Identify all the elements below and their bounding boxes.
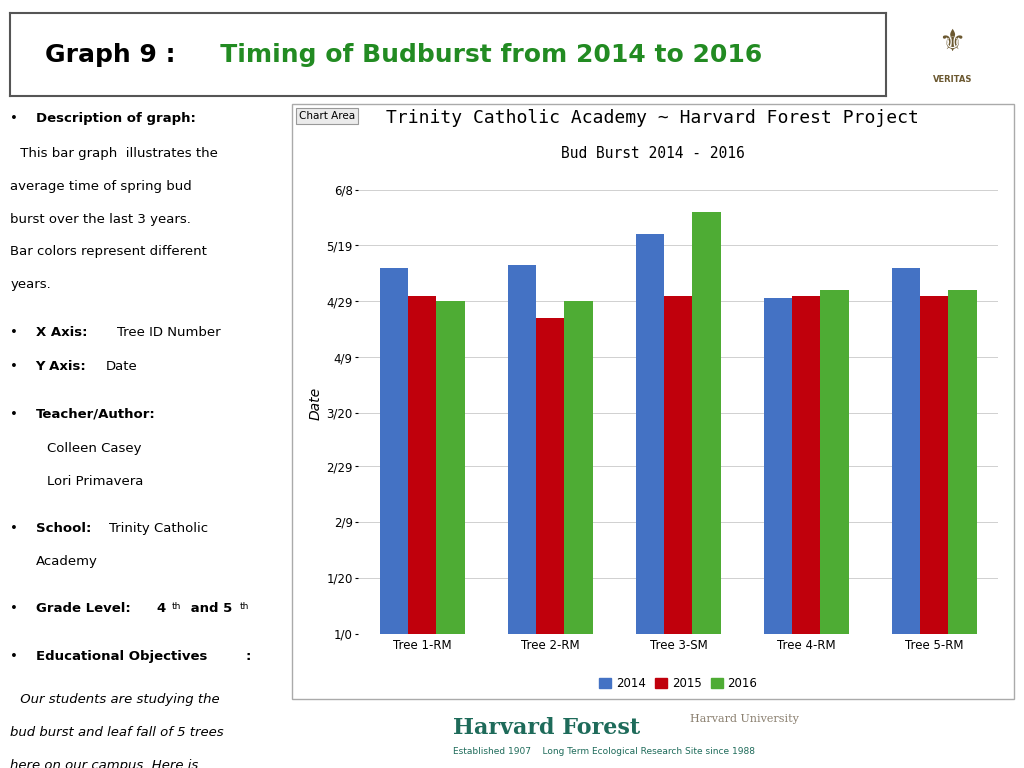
Bar — [764, 299, 793, 634]
Bar — [921, 296, 948, 634]
Text: •: • — [10, 408, 18, 421]
Text: :: : — [246, 650, 251, 663]
Text: Academy: Academy — [36, 555, 97, 568]
Text: Teacher/Author:: Teacher/Author: — [36, 408, 156, 421]
Text: here on our campus. Here is: here on our campus. Here is — [10, 759, 199, 768]
Bar — [665, 296, 692, 634]
Bar — [508, 265, 537, 634]
Text: Harvard Forest: Harvard Forest — [454, 717, 640, 740]
Text: Description of graph:: Description of graph: — [36, 112, 196, 125]
Text: Bud Burst 2014 - 2016: Bud Burst 2014 - 2016 — [561, 146, 744, 161]
Text: Grade Level:: Grade Level: — [36, 602, 135, 615]
Bar — [409, 296, 436, 634]
Text: 4: 4 — [157, 602, 166, 615]
Text: X Axis:: X Axis: — [36, 326, 96, 339]
Text: Harvard University: Harvard University — [690, 714, 799, 724]
Text: Date: Date — [106, 360, 138, 373]
Bar — [793, 296, 820, 634]
Text: Tree ID Number: Tree ID Number — [117, 326, 221, 339]
Text: ⚜: ⚜ — [939, 28, 966, 57]
Text: th: th — [172, 602, 181, 611]
Text: VERITAS: VERITAS — [933, 75, 972, 84]
Bar — [564, 301, 593, 634]
Text: •: • — [10, 326, 18, 339]
Bar — [948, 290, 977, 634]
Text: Trinity Catholic Academy ~ Harvard Forest Project: Trinity Catholic Academy ~ Harvard Fores… — [386, 109, 920, 127]
Text: Bar colors represent different: Bar colors represent different — [10, 246, 207, 259]
Text: Graph 9 :: Graph 9 : — [45, 42, 176, 67]
Text: Educational Objectives: Educational Objectives — [36, 650, 207, 663]
Text: th: th — [240, 602, 249, 611]
Text: Chart Area: Chart Area — [299, 111, 355, 121]
Y-axis label: Date: Date — [308, 386, 323, 420]
Bar — [537, 318, 564, 634]
Text: Y Axis:: Y Axis: — [36, 360, 95, 373]
Text: •: • — [10, 360, 18, 373]
Text: bud burst and leaf fall of 5 trees: bud burst and leaf fall of 5 trees — [10, 727, 224, 740]
Text: Timing of Budburst from 2014 to 2016: Timing of Budburst from 2014 to 2016 — [195, 42, 762, 67]
Bar — [692, 212, 721, 634]
Bar — [892, 268, 921, 634]
Bar — [380, 268, 409, 634]
Text: Established 1907    Long Term Ecological Research Site since 1988: Established 1907 Long Term Ecological Re… — [454, 747, 756, 756]
Bar — [820, 290, 849, 634]
Legend: 2014, 2015, 2016: 2014, 2015, 2016 — [595, 672, 762, 694]
Text: average time of spring bud: average time of spring bud — [10, 180, 191, 193]
Text: •: • — [10, 522, 18, 535]
Text: Trinity Catholic: Trinity Catholic — [109, 522, 208, 535]
Text: and 5: and 5 — [186, 602, 232, 615]
Text: years.: years. — [10, 278, 51, 291]
Text: Lori Primavera: Lori Primavera — [47, 475, 143, 488]
Text: •: • — [10, 602, 18, 615]
Text: •: • — [10, 112, 18, 125]
Text: burst over the last 3 years.: burst over the last 3 years. — [10, 213, 191, 226]
Text: School:: School: — [36, 522, 95, 535]
Text: This bar graph  illustrates the: This bar graph illustrates the — [16, 147, 218, 160]
Bar — [436, 301, 465, 634]
Text: •: • — [10, 650, 18, 663]
Text: Our students are studying the: Our students are studying the — [16, 694, 219, 707]
Text: Colleen Casey: Colleen Casey — [47, 442, 141, 455]
Bar — [636, 234, 665, 634]
